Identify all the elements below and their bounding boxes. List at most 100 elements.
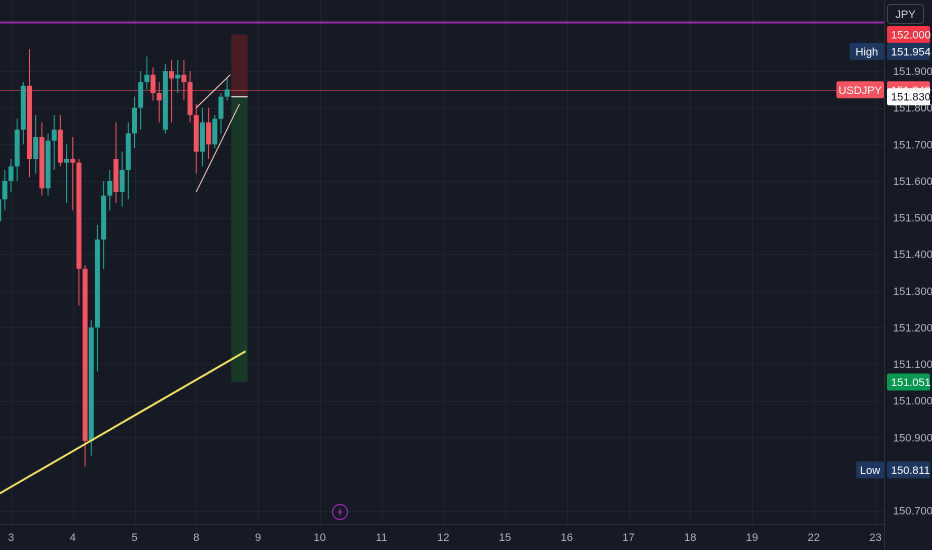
price-axis[interactable]: 151.900 151.800 151.700 151.600 151.500 151.4… bbox=[893, 66, 932, 517]
candle bbox=[175, 60, 181, 94]
price-label-high: 151.954 High bbox=[849, 42, 931, 60]
candle-body bbox=[156, 93, 162, 101]
drawings[interactable] bbox=[0, 74, 247, 495]
time-tick-label: 19 bbox=[746, 532, 758, 544]
candle-body bbox=[138, 82, 144, 108]
candle bbox=[14, 118, 20, 181]
price-label-title: USDJPY bbox=[838, 85, 882, 97]
candle bbox=[206, 107, 212, 159]
price-tick-label: 151.400 bbox=[893, 249, 932, 261]
candle-body bbox=[132, 107, 137, 134]
candle-body bbox=[206, 122, 212, 145]
candle bbox=[193, 104, 199, 174]
candle-body bbox=[45, 140, 51, 189]
candle-body bbox=[107, 180, 113, 196]
lightning-icon[interactable] bbox=[331, 503, 349, 521]
currency-button[interactable]: JPY bbox=[887, 4, 924, 24]
candles bbox=[0, 49, 230, 467]
candle-body bbox=[150, 74, 156, 94]
candle-body bbox=[193, 115, 199, 152]
candle-body bbox=[0, 199, 2, 222]
candle-body bbox=[218, 96, 224, 119]
price-tick-label: 151.100 bbox=[893, 359, 932, 371]
time-tick-label: 4 bbox=[70, 532, 76, 544]
price-label-title-box bbox=[836, 81, 884, 99]
candle-body bbox=[39, 137, 45, 189]
price-label-value: 151.051 bbox=[891, 377, 931, 389]
candle bbox=[94, 224, 100, 372]
candle bbox=[212, 115, 218, 149]
candle bbox=[51, 115, 57, 170]
time-axis[interactable]: 3 4 5 8 9 10 11 12 15 16 17 18 19 22 23 bbox=[8, 532, 882, 544]
candle bbox=[27, 49, 33, 178]
candle-body bbox=[187, 82, 193, 116]
candle-body bbox=[169, 71, 175, 79]
candle-body bbox=[119, 169, 125, 192]
price-tick-label: 151.700 bbox=[893, 139, 932, 151]
candle bbox=[150, 67, 156, 101]
price-tick-label: 151.300 bbox=[893, 286, 932, 298]
candle-body bbox=[27, 85, 33, 159]
wedge-line[interactable] bbox=[195, 103, 240, 193]
candle bbox=[162, 63, 168, 134]
candle bbox=[2, 169, 8, 211]
candle-body bbox=[8, 166, 14, 181]
grid bbox=[0, 0, 884, 524]
time-tick-label: 9 bbox=[255, 532, 261, 544]
candle-body bbox=[20, 85, 26, 130]
position-zones[interactable] bbox=[231, 34, 248, 382]
candle-body bbox=[33, 137, 39, 159]
candle bbox=[113, 122, 119, 203]
candle bbox=[169, 60, 175, 123]
candle-body bbox=[70, 158, 76, 163]
candle bbox=[76, 158, 82, 306]
price-tick-label: 151.000 bbox=[893, 396, 932, 408]
price-label-resistance: 152.000 bbox=[887, 26, 931, 43]
candle-body bbox=[224, 89, 230, 97]
candle-body bbox=[82, 268, 88, 441]
time-tick-label: 22 bbox=[808, 532, 820, 544]
trendline[interactable] bbox=[0, 350, 247, 495]
price-tick-label: 151.800 bbox=[893, 103, 932, 115]
price-label-entry: 151.830 bbox=[887, 88, 931, 106]
horizontal-levels[interactable] bbox=[0, 21, 884, 91]
candle bbox=[119, 151, 125, 207]
price-label-box bbox=[887, 26, 930, 43]
candle-body bbox=[162, 71, 168, 130]
time-tick-label: 3 bbox=[8, 532, 14, 544]
price-tick-label: 150.700 bbox=[893, 506, 932, 518]
candle bbox=[45, 133, 51, 196]
candle-body bbox=[14, 129, 20, 167]
candle bbox=[138, 71, 144, 130]
candle bbox=[101, 180, 107, 269]
time-tick-label: 11 bbox=[376, 532, 387, 544]
candle bbox=[20, 82, 26, 145]
price-label-box bbox=[887, 373, 930, 391]
candle-body bbox=[175, 74, 181, 79]
time-tick-label: 18 bbox=[684, 532, 696, 544]
price-tick-label: 150.900 bbox=[893, 432, 932, 444]
candle bbox=[199, 107, 205, 167]
candle-body bbox=[94, 239, 100, 328]
candle bbox=[224, 78, 230, 101]
time-tick-label: 23 bbox=[869, 532, 881, 544]
price-label-box bbox=[887, 461, 930, 479]
time-tick-label: 17 bbox=[622, 532, 634, 544]
candle-body bbox=[199, 122, 205, 152]
candle-body bbox=[76, 162, 82, 269]
price-label-low: 150.811 Low bbox=[856, 461, 930, 479]
take-profit-zone[interactable] bbox=[231, 96, 248, 382]
price-label-target: 151.051 bbox=[887, 373, 931, 391]
stop-loss-zone[interactable] bbox=[231, 34, 248, 97]
price-label-title-box bbox=[856, 461, 884, 479]
price-label-title-box bbox=[849, 42, 884, 60]
price-tick-label: 151.200 bbox=[893, 322, 932, 334]
wedge-line[interactable] bbox=[195, 74, 231, 109]
candle-body bbox=[101, 195, 107, 240]
candle bbox=[181, 60, 187, 101]
candle bbox=[187, 71, 193, 123]
candle-body bbox=[2, 180, 8, 200]
candle bbox=[218, 93, 224, 134]
price-tick-label: 151.600 bbox=[893, 176, 932, 188]
